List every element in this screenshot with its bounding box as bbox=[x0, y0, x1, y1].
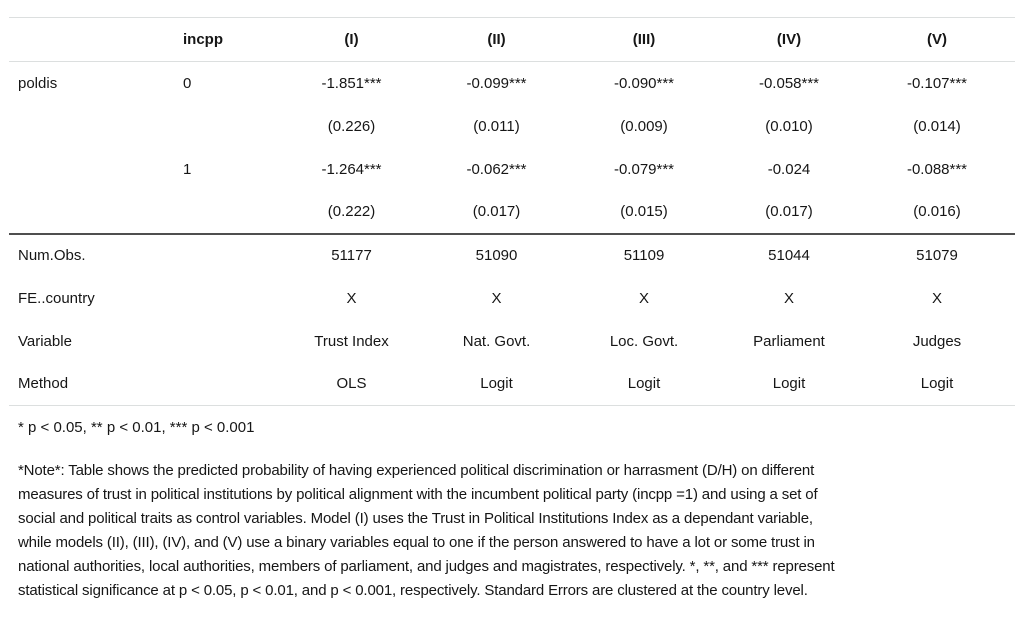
se-cell: (0.011) bbox=[473, 117, 520, 135]
note-line: statistical significance at p < 0.05, p … bbox=[18, 582, 808, 599]
stat-row-method: Method OLS Logit Logit Logit Logit bbox=[9, 362, 1015, 406]
incpp-value-cell bbox=[179, 232, 279, 277]
row-label-cell: Method bbox=[9, 362, 179, 406]
header-model-I: (I) bbox=[279, 17, 424, 62]
coef-cell: -0.058*** bbox=[758, 74, 820, 92]
regression-table: incpp (I) (II) (III) (IV) (V) poldis 0 -… bbox=[9, 17, 1015, 406]
stat-cell: Logit bbox=[569, 362, 719, 406]
header-model-II: (II) bbox=[424, 17, 569, 62]
row-label-cell bbox=[9, 191, 179, 234]
header-model-V: (V) bbox=[859, 17, 1015, 62]
stat-cell: X bbox=[783, 289, 794, 307]
stat-cell: X bbox=[931, 289, 942, 307]
stat-cell: Logit bbox=[719, 362, 859, 406]
se-row-poldis-0: (0.226) (0.011) (0.009) (0.010) (0.014) bbox=[9, 105, 1015, 148]
note-line: measures of trust in political instituti… bbox=[18, 486, 818, 503]
stat-cell: 51177 bbox=[279, 232, 424, 277]
incpp-value-cell bbox=[179, 362, 279, 406]
stat-cell: 51044 bbox=[719, 232, 859, 277]
se-cell: (0.226) bbox=[327, 117, 376, 135]
stat-cell: Judges bbox=[912, 332, 962, 350]
stat-cell: Trust Index bbox=[314, 332, 389, 350]
stat-cell: Logit bbox=[859, 362, 1015, 406]
coef-cell: -0.099*** bbox=[466, 74, 527, 92]
stat-cell: Parliament bbox=[753, 332, 825, 350]
se-cell: (0.017) bbox=[472, 203, 521, 220]
stat-cell: X bbox=[638, 289, 649, 307]
stat-cell: X bbox=[491, 289, 502, 307]
se-cell: (0.009) bbox=[620, 117, 668, 135]
stat-row-fe-country: FE..country X X X X X bbox=[9, 277, 1015, 320]
se-cell: (0.015) bbox=[620, 203, 668, 220]
se-cell: (0.010) bbox=[765, 117, 813, 135]
row-label-cell: poldis bbox=[18, 74, 58, 92]
incpp-value-cell bbox=[179, 105, 279, 148]
coef-cell: -1.851*** bbox=[321, 74, 382, 92]
stat-cell: OLS bbox=[279, 362, 424, 406]
se-cell: (0.222) bbox=[327, 203, 376, 220]
stat-cell: Nat. Govt. bbox=[462, 332, 531, 350]
coef-cell: -0.079*** bbox=[613, 160, 675, 178]
se-cell: (0.017) bbox=[765, 203, 813, 220]
coef-cell: -0.090*** bbox=[613, 74, 675, 92]
incpp-value-cell: 1 bbox=[183, 160, 192, 178]
note-line: *Note*: Table shows the predicted probab… bbox=[18, 462, 815, 479]
coef-cell: -0.024 bbox=[767, 160, 811, 178]
se-cell: (0.014) bbox=[913, 117, 961, 135]
significance-legend: * p < 0.05, ** p < 0.01, *** p < 0.001 bbox=[18, 419, 255, 436]
coef-cell: -0.107*** bbox=[906, 74, 968, 92]
incpp-value-cell bbox=[179, 191, 279, 234]
row-label-cell bbox=[9, 105, 179, 148]
header-model-IV: (IV) bbox=[719, 17, 859, 62]
coef-cell: -0.088*** bbox=[906, 160, 968, 178]
table-note: *Note*: Table shows the predicted probab… bbox=[9, 459, 1015, 603]
header-model-III: (III) bbox=[569, 17, 719, 62]
coef-row-poldis-1: 1 -1.264*** -0.062*** -0.079*** -0.024 -… bbox=[9, 148, 1015, 191]
coef-cell: -0.062*** bbox=[466, 160, 527, 178]
row-label-cell: Variable bbox=[18, 332, 72, 350]
stat-cell: X bbox=[346, 289, 357, 307]
row-label-cell bbox=[9, 148, 179, 191]
note-line: national authorities, local authorities,… bbox=[18, 558, 835, 575]
incpp-value-cell: 0 bbox=[183, 74, 192, 92]
stat-row-variable: Variable Trust Index Nat. Govt. Loc. Gov… bbox=[9, 320, 1015, 363]
header-row-label bbox=[9, 17, 179, 62]
note-line: while models (II), (III), (IV), and (V) … bbox=[18, 534, 815, 551]
se-cell: (0.016) bbox=[913, 203, 961, 220]
row-label-cell: Num.Obs. bbox=[9, 232, 179, 277]
coefficients-section: poldis 0 -1.851*** -0.099*** -0.090*** -… bbox=[9, 62, 1015, 234]
incpp-value-cell bbox=[179, 277, 279, 320]
table-header-row: incpp (I) (II) (III) (IV) (V) bbox=[9, 17, 1015, 62]
header-incpp: incpp bbox=[179, 17, 279, 62]
stat-row-num-obs: Num.Obs. 51177 51090 51109 51044 51079 bbox=[9, 232, 1015, 277]
model-stats-section: Num.Obs. 51177 51090 51109 51044 51079 F… bbox=[9, 232, 1015, 406]
stat-cell: Loc. Govt. bbox=[609, 332, 679, 350]
stat-cell: Logit bbox=[424, 362, 569, 406]
row-label-cell: FE..country bbox=[18, 289, 95, 307]
coef-row-poldis-0: poldis 0 -1.851*** -0.099*** -0.090*** -… bbox=[9, 62, 1015, 105]
stat-cell: 51090 bbox=[424, 232, 569, 277]
stat-cell: 51109 bbox=[569, 232, 719, 277]
se-row-poldis-1: (0.222) (0.017) (0.015) (0.017) (0.016) bbox=[9, 191, 1015, 234]
coef-cell: -1.264*** bbox=[321, 160, 382, 178]
incpp-value-cell bbox=[179, 320, 279, 363]
stat-cell: 51079 bbox=[859, 232, 1015, 277]
note-line: social and political traits as control v… bbox=[18, 510, 813, 527]
